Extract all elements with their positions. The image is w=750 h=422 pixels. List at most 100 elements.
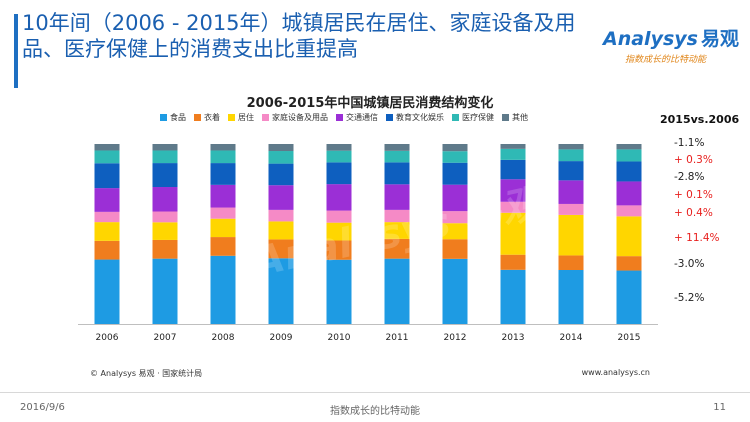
- bar-segment: [94, 240, 120, 260]
- bar-segment: [210, 150, 236, 164]
- bar-segment: [326, 222, 352, 241]
- bar-segment: [616, 270, 642, 324]
- bar-segment: [384, 162, 410, 185]
- x-tick-label: 2006: [96, 333, 119, 343]
- bar-segment: [384, 144, 410, 151]
- source-note: © Analysys 易观 · 国家统计局: [90, 369, 203, 378]
- bar-segment: [558, 270, 584, 324]
- bar-segment: [384, 238, 410, 259]
- bar-segment: [558, 203, 584, 215]
- bar-segment: [442, 223, 468, 240]
- bar-segment: [326, 259, 352, 324]
- bar-segment: [210, 255, 236, 324]
- bar-segment: [500, 269, 526, 324]
- bar-segment: [94, 259, 120, 324]
- bar-segment: [326, 162, 352, 185]
- legend-item: 居住: [228, 112, 254, 123]
- bar-segment: [616, 256, 642, 271]
- logo-tagline: 指数成长的比特动能: [625, 55, 707, 65]
- bar-segment: [94, 150, 120, 164]
- footer-slogan: 指数成长的比特动能: [330, 406, 420, 417]
- bar-segment: [558, 161, 584, 181]
- bar-segment: [268, 221, 294, 240]
- comparison-value: + 0.1%: [674, 189, 713, 201]
- legend-swatch: [386, 114, 393, 121]
- legend-item: 交通通信: [336, 112, 378, 123]
- bar-segment: [442, 239, 468, 259]
- legend-label: 食品: [170, 113, 186, 122]
- bar-segment: [268, 151, 294, 164]
- bar-segment: [268, 185, 294, 210]
- bar-segment: [558, 149, 584, 162]
- bar-segment: [326, 184, 352, 211]
- legend-swatch: [452, 114, 459, 121]
- legend-label: 教育文化娱乐: [396, 113, 444, 122]
- bar-segment: [94, 211, 120, 223]
- bar-segment: [268, 163, 294, 186]
- bar-segment: [442, 151, 468, 163]
- comparison-value: + 0.3%: [674, 154, 713, 166]
- legend-item: 医疗保健: [452, 112, 494, 123]
- bar-segment: [210, 144, 236, 151]
- bar-segment: [384, 258, 410, 324]
- bar-segment: [558, 144, 584, 150]
- bar-segment: [152, 258, 178, 324]
- bar-segment: [500, 201, 526, 213]
- bar-segment: [442, 162, 468, 185]
- x-tick-label: 2010: [328, 333, 351, 343]
- bar-segment: [152, 163, 178, 188]
- logo-brand-en: Analysys: [603, 28, 698, 50]
- bar-segment: [500, 148, 526, 160]
- legend-item: 衣着: [194, 112, 220, 123]
- bar-segment: [210, 184, 236, 208]
- page-number: 11: [713, 402, 726, 413]
- logo-brand-cn: 易观: [700, 28, 739, 50]
- legend-swatch: [262, 114, 269, 121]
- bar-segment: [268, 239, 294, 259]
- bar-segment: [152, 187, 178, 212]
- bar-segment: [442, 184, 468, 212]
- bar-segment: [384, 222, 410, 239]
- x-tick-label: 2011: [386, 333, 409, 343]
- bar-segment: [616, 181, 642, 206]
- bar-segment: [326, 144, 352, 151]
- comparison-value: -3.0%: [674, 258, 705, 270]
- title-accent-bar: [14, 14, 18, 88]
- bar-segment: [442, 211, 468, 224]
- x-tick-label: 2012: [444, 333, 467, 343]
- bar-segment: [152, 144, 178, 151]
- bar-segment: [152, 150, 178, 164]
- chart-title: 2006-2015年中国城镇居民消费结构变化: [246, 96, 494, 111]
- legend-item: 其他: [502, 112, 528, 123]
- bar-segment: [500, 254, 526, 270]
- comparison-value: -1.1%: [674, 137, 705, 149]
- bar-segment: [616, 144, 642, 150]
- bar-segment: [384, 150, 410, 163]
- bar-segment: [94, 144, 120, 151]
- bar-segment: [384, 209, 410, 223]
- bar-segment: [500, 212, 526, 255]
- bar-segment: [210, 218, 236, 238]
- legend-swatch: [336, 114, 343, 121]
- brand-logo: Analysys 易观 指数成长的比特动能: [603, 24, 743, 70]
- bar-segment: [268, 144, 294, 152]
- website-link[interactable]: www.analysys.cn: [581, 368, 650, 377]
- legend-swatch: [194, 114, 201, 121]
- legend-swatch: [160, 114, 167, 121]
- bar-segment: [326, 240, 352, 260]
- bar-segment: [94, 188, 120, 212]
- slide-title: 10年间（2006 - 2015年）城镇居民在居住、家庭设备及用品、医疗保健上的…: [22, 11, 576, 61]
- x-tick-label: 2013: [502, 333, 525, 343]
- bar-segment: [384, 184, 410, 210]
- bar-segment: [442, 144, 468, 152]
- stacked-bar-chart: 2006 2007 2008 2009 2010 2011 2012 2013 2014 2015: [78, 144, 658, 343]
- bar-segment: [210, 207, 236, 219]
- logo-wordmark: Analysys 易观: [603, 24, 739, 51]
- legend-swatch: [502, 114, 509, 121]
- bar-segment: [500, 144, 526, 149]
- bar-segment: [558, 214, 584, 256]
- bar-segment: [558, 255, 584, 270]
- x-tick-label: 2014: [560, 333, 583, 343]
- bar-segment: [268, 209, 294, 222]
- legend-label: 医疗保健: [462, 113, 494, 122]
